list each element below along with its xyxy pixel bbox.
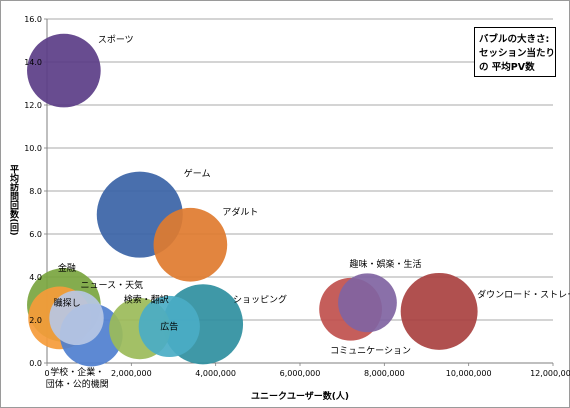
bubble [400, 272, 478, 350]
x-tick-label: 8,000,000 [364, 369, 405, 378]
bubble-label: 団体・公的機関 [46, 378, 109, 390]
tick-labels: 0.0 2.0 4.0 6.0 8.0 10.0 12.0 14.0 16.0 0 2,000,00… [24, 15, 570, 378]
bubbles [27, 33, 478, 367]
bubble-label: 学校・企業・ [50, 366, 104, 378]
y-tick-label: 14.0 [24, 58, 42, 67]
x-tick-label: 4,000,000 [195, 369, 236, 378]
bubble-label: ショッピング [233, 293, 287, 305]
bubble [49, 290, 104, 346]
y-axis-title: 平均訪問回数(回) [8, 164, 19, 235]
y-tick-label: 6.0 [29, 230, 42, 239]
bubble [138, 295, 200, 358]
y-tick-label: 2.0 [29, 316, 42, 325]
annotation-line-2: セッション当たり [479, 48, 556, 59]
x-tick-label: 2,000,000 [111, 369, 152, 378]
y-tick-label: 10.0 [24, 144, 42, 153]
y-tick-label: 16.0 [24, 15, 42, 24]
bubble-label: ダウンロード・ストレージ [477, 288, 570, 300]
bubble-label: 金融 [58, 262, 76, 274]
bubble [27, 33, 101, 108]
bubble [338, 273, 397, 333]
legend-annotation: バブルの大きさ: セッション当たり の 平均PV数 [474, 27, 556, 77]
y-tick-label: 12.0 [24, 101, 42, 110]
x-tick-label: 6,000,000 [280, 369, 321, 378]
bubble-label: 広告 [160, 320, 178, 332]
bubble-label: ニュース・天気 [81, 279, 144, 291]
x-axis-title: ユニークユーザー数(人) [251, 390, 349, 402]
annotation-line-3: の 平均PV数 [479, 62, 535, 73]
y-tick-label: 4.0 [29, 273, 42, 282]
bubble [153, 207, 228, 282]
bubble-label: 検索・翻訳 [124, 294, 169, 306]
x-tick-label: 0 [44, 369, 49, 378]
bubble-label: 職探し [54, 297, 81, 309]
bubble-label: 趣味・娯楽・生活 [349, 258, 421, 270]
y-tick-label: 8.0 [29, 187, 42, 196]
bubble-label: スポーツ [98, 35, 134, 46]
bubble-label: アダルト [222, 206, 258, 218]
bubble-label: コミュニケーション [330, 345, 411, 356]
y-tick-label: 0.0 [29, 359, 42, 368]
bubble-label: ゲーム [184, 168, 211, 180]
x-tick-label: 10,000,000 [446, 369, 492, 378]
x-tick-label: 12,000,000 [530, 369, 570, 378]
annotation-line-1: バブルの大きさ: [479, 34, 550, 45]
